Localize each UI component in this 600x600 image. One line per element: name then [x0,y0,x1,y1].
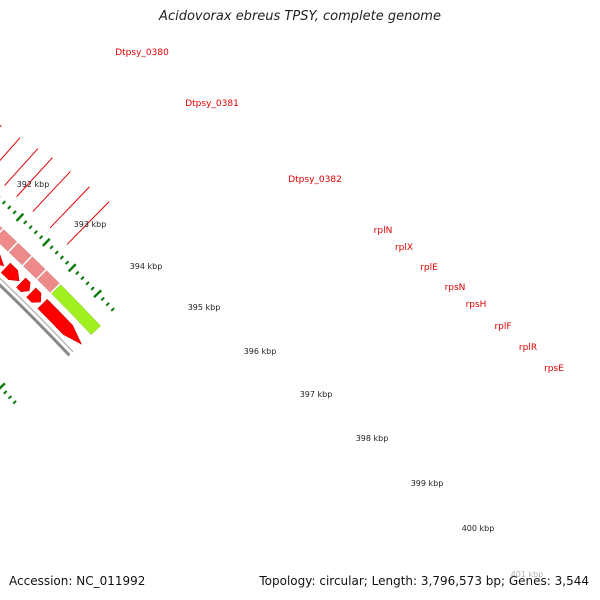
kbp-tick-label: 394 kbp [130,262,163,271]
kbp-tick-label: 401 kbp [511,570,544,579]
kbp-tick-label: 395 kbp [188,303,221,312]
cds-arrow [0,262,20,282]
cog-block-pink [0,225,3,232]
gene-callout-line [0,124,2,128]
backbone-line-inner [0,283,71,357]
gene-label-rple: rplE [420,263,438,273]
cog-block-green [50,284,102,336]
outer-tick-mark [59,255,64,260]
accession-label: Accession: NC_011992 [9,574,146,588]
cds-arrow [0,254,5,267]
gene-callout-line [32,171,71,212]
outer-tick-mark [23,220,28,225]
cog-block-pink [22,256,46,279]
gene-label-rplr: rplR [519,343,537,353]
gene-callout-line [16,157,53,197]
outer-tick-mark [33,230,38,235]
gene-label-rpln: rplN [374,226,393,236]
gene-label-dtpsy_0380: Dtpsy_0380 [115,48,169,58]
outer-tick-mark [7,205,12,210]
outer-tick-mark [75,270,80,276]
kbp-tick-label: 393 kbp [74,220,107,229]
outer-tick-mark [110,307,115,312]
outer-tick-mark [85,281,90,286]
outer-tick-mark [28,225,33,230]
kbp-tick-label: 399 kbp [411,479,444,488]
kbp-tick-label: 396 kbp [244,347,277,356]
kbp-tick-label: 400 kbp [462,524,495,533]
map-title: Acidovorax ebreus TPSY, complete genome [159,9,441,24]
outer-tick-mark [54,250,59,255]
outer-tick-mark [1,200,6,205]
outer-tick-mark [90,286,95,291]
outer-tick-mark [15,212,25,222]
kbp-tick-label: 392 kbp [17,180,50,189]
inner-tick-mark [12,400,17,405]
inner-tick-mark [7,395,13,400]
cog-block-pink [8,242,32,266]
outer-tick-mark [49,245,54,250]
gene-callout-line [49,186,90,229]
gene-label-rplx: rplX [395,243,413,253]
cds-arrow [26,287,42,303]
backbone-line-outer [0,277,74,353]
cog-block-pink [37,270,60,293]
outer-tick-mark [38,235,44,240]
inner-tick-mark [0,382,6,390]
gene-callout-line [66,201,110,245]
outer-tick-mark [41,237,51,247]
gene-label-rpsn: rpsN [445,283,466,293]
gene-label-rplf: rplF [494,322,511,332]
outer-tick-mark [100,296,105,302]
outer-tick-mark [12,210,17,215]
outer-tick-mark [64,260,70,265]
gene-callout-line [4,148,39,186]
outer-tick-mark [105,302,110,307]
kbp-tick-label: 398 kbp [356,434,389,443]
inner-tick-mark [3,390,8,395]
kbp-tick-label: 397 kbp [300,390,333,399]
cds-arrow [16,277,31,293]
cog-block-pink [0,229,18,252]
gene-label-dtpsy_0382: Dtpsy_0382 [288,175,342,185]
topology-label: Topology: circular; Length: 3,796,573 bp… [259,574,589,588]
outer-tick-mark [67,263,77,273]
gene-label-rpsh: rpsH [466,300,487,310]
gene-label-rpse: rpsE [544,364,564,374]
gene-label-dtpsy_0381: Dtpsy_0381 [185,99,239,109]
outer-tick-mark [80,276,85,281]
gene-callout-line [0,137,21,162]
outer-tick-mark [93,289,103,299]
cds-arrow [37,298,83,345]
